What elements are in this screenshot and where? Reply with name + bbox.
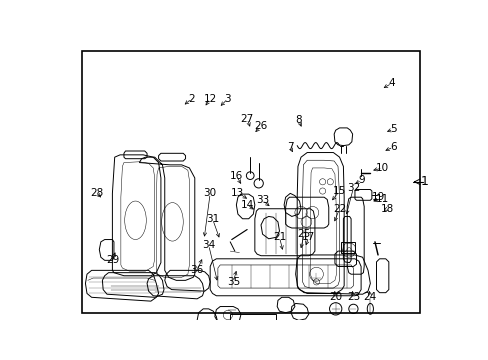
Text: 27: 27	[240, 114, 253, 123]
Text: 31: 31	[205, 214, 219, 224]
Bar	[341, 242, 354, 253]
Text: 16: 16	[229, 171, 243, 181]
Text: 8: 8	[295, 115, 302, 125]
Text: 6: 6	[389, 142, 396, 152]
Text: 33: 33	[255, 195, 268, 205]
Text: 4: 4	[388, 78, 394, 88]
Text: 23: 23	[346, 292, 359, 302]
Text: 21: 21	[272, 232, 285, 242]
Text: 10: 10	[375, 163, 388, 173]
Text: 11: 11	[375, 194, 388, 204]
Text: 36: 36	[190, 265, 203, 275]
Text: 24: 24	[363, 292, 376, 302]
Text: 32: 32	[346, 183, 359, 193]
Bar	[81, 51, 420, 313]
Text: 30: 30	[203, 188, 216, 198]
Text: 34: 34	[202, 240, 215, 250]
Text: 5: 5	[389, 125, 396, 134]
Text: 25: 25	[297, 229, 310, 239]
Text: 12: 12	[203, 94, 216, 104]
Text: 7: 7	[286, 142, 293, 152]
Text: 28: 28	[90, 188, 103, 198]
Text: 35: 35	[226, 277, 240, 287]
Text: 29: 29	[105, 255, 119, 265]
Text: 20: 20	[328, 292, 342, 302]
Text: 22: 22	[332, 204, 346, 214]
Text: 14: 14	[240, 200, 253, 210]
Text: 9: 9	[358, 175, 365, 185]
Text: 15: 15	[332, 186, 346, 196]
Text: 2: 2	[188, 94, 195, 104]
Text: 13: 13	[231, 188, 244, 198]
Text: 19: 19	[371, 192, 384, 202]
Text: 26: 26	[254, 121, 267, 131]
Bar	[230, 314, 276, 325]
Text: 18: 18	[380, 204, 393, 214]
Text: 3: 3	[224, 94, 231, 104]
Text: 17: 17	[302, 232, 315, 242]
Text: 1: 1	[420, 175, 427, 188]
